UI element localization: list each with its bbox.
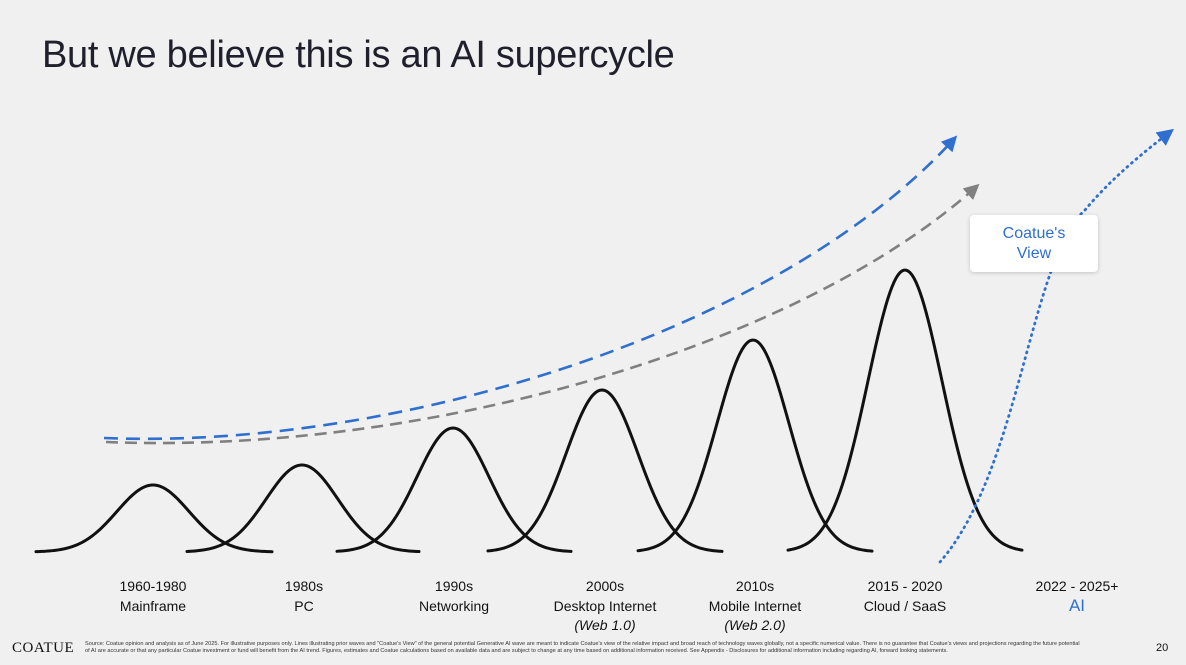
era-label-pc: 1980s PC — [224, 576, 384, 616]
coatue-view-callout: Coatue's View — [970, 215, 1098, 272]
era-label-mobile-internet: 2010s Mobile Internet (Web 2.0) — [675, 576, 835, 634]
era-years: 1990s — [434, 578, 474, 594]
page-number: 20 — [1156, 642, 1169, 654]
era-name: Mainframe — [119, 598, 187, 614]
wave-desktop-internet — [486, 388, 724, 553]
coatue-logo: COATUE — [12, 640, 75, 656]
wave-mobile-internet — [636, 338, 874, 553]
era-name: Cloud / SaaS — [863, 598, 947, 614]
era-sub: (Web 2.0) — [724, 617, 786, 633]
era-years: 1980s — [284, 578, 324, 594]
era-name: Desktop Internet — [553, 598, 657, 614]
source-footnote: Source: Coatue opinion and analysis as o… — [85, 641, 1080, 654]
era-name: Mobile Internet — [708, 598, 802, 614]
era-years: 1960-1980 — [119, 578, 187, 594]
era-label-networking: 1990s Networking — [374, 576, 534, 616]
era-years: 2010s — [735, 578, 775, 594]
era-years: 2000s — [585, 578, 625, 594]
era-label-mainframe: 1960-1980 Mainframe — [73, 576, 233, 616]
technology-waves — [34, 268, 1024, 554]
page-title: But we believe this is an AI supercycle — [42, 34, 675, 76]
wave-cloud-saas — [786, 268, 1024, 552]
blue-trend-arrow — [103, 135, 958, 441]
gray-trend-arrow — [105, 183, 980, 445]
era-label-cloud-saas: 2015 - 2020 Cloud / SaaS — [825, 576, 985, 616]
ai-dotted-arrow — [938, 128, 1174, 564]
wave-pc — [185, 463, 421, 554]
era-label-ai: 2022 - 2025+ AI — [997, 576, 1157, 616]
era-name: Networking — [418, 598, 490, 614]
era-years: 2022 - 2025+ — [1035, 578, 1119, 594]
era-label-desktop-internet: 2000s Desktop Internet (Web 1.0) — [525, 576, 685, 634]
era-years: 2015 - 2020 — [867, 578, 943, 594]
era-name: AI — [1068, 596, 1086, 615]
wave-mainframe — [34, 483, 274, 554]
era-sub: (Web 1.0) — [574, 617, 636, 633]
wave-networking — [335, 426, 573, 553]
era-name: PC — [294, 598, 314, 614]
